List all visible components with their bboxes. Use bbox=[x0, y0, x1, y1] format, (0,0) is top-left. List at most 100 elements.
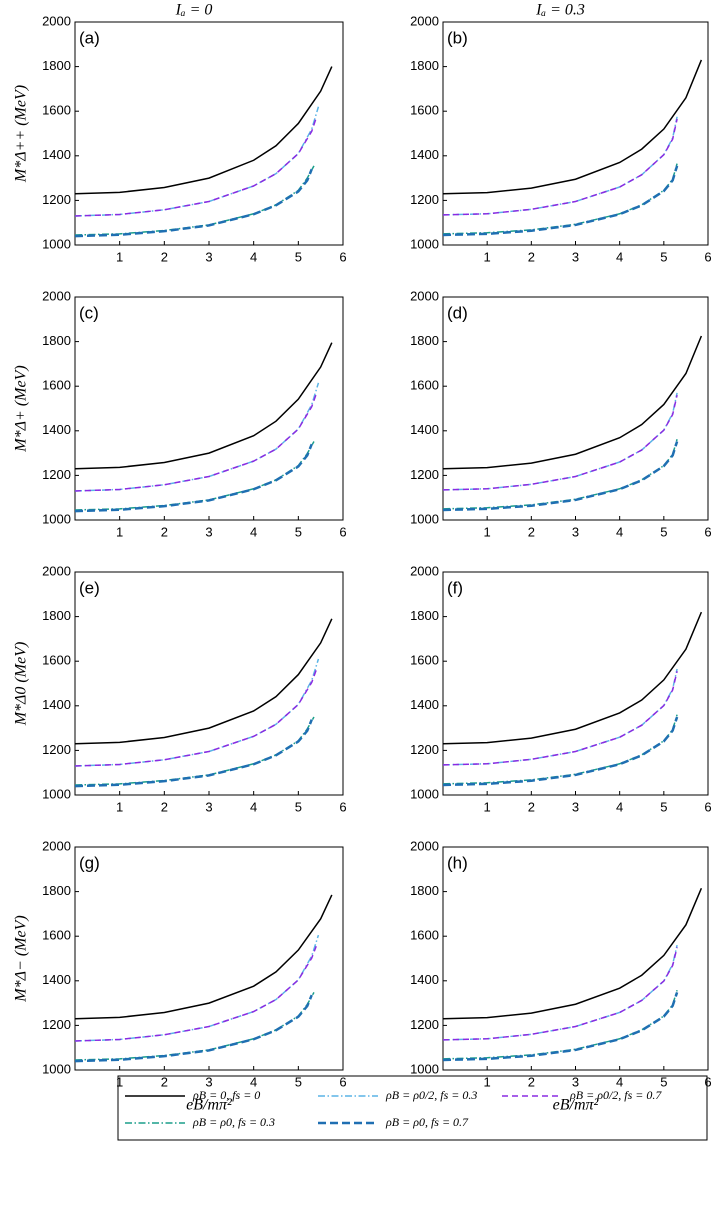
y-tick-label: 1400 bbox=[410, 972, 439, 987]
x-tick-label: 3 bbox=[205, 1074, 212, 1089]
x-tick-label: 4 bbox=[250, 524, 257, 539]
y-tick-label: 2000 bbox=[42, 13, 71, 28]
y-tick-label: 1800 bbox=[42, 333, 71, 348]
x-tick-label: 6 bbox=[704, 524, 711, 539]
y-tick-label: 1200 bbox=[42, 742, 71, 757]
x-tick-label: 3 bbox=[205, 249, 212, 264]
series-line bbox=[74, 117, 317, 217]
series-line bbox=[442, 611, 703, 745]
x-tick-label: 1 bbox=[116, 524, 123, 539]
y-tick-label: 1200 bbox=[410, 467, 439, 482]
x-tick-label: 6 bbox=[339, 524, 346, 539]
x-tick-label: 6 bbox=[704, 1074, 711, 1089]
x-tick-label: 3 bbox=[205, 799, 212, 814]
series-line bbox=[442, 335, 703, 470]
series-line bbox=[442, 439, 678, 510]
series-line bbox=[442, 887, 703, 1020]
x-axis-label: eB/mπ² bbox=[186, 1097, 233, 1114]
x-tick-label: 5 bbox=[660, 1074, 667, 1089]
y-tick-label: 1400 bbox=[410, 147, 439, 162]
series-line bbox=[74, 894, 333, 1020]
series-line bbox=[74, 945, 317, 1042]
plot-frame bbox=[74, 296, 344, 521]
plot-frame bbox=[74, 21, 344, 246]
y-tick-label: 1800 bbox=[410, 608, 439, 623]
x-tick-label: 4 bbox=[616, 799, 623, 814]
x-tick-label: 6 bbox=[339, 1074, 346, 1089]
x-tick-label: 2 bbox=[161, 249, 168, 264]
series-line bbox=[442, 668, 678, 766]
y-tick-label: 2000 bbox=[410, 563, 439, 578]
series-line bbox=[442, 116, 678, 216]
y-axis-label: M*Δ+ (MeV) bbox=[13, 365, 30, 452]
y-tick-label: 1800 bbox=[42, 58, 71, 73]
plot-frame bbox=[442, 571, 709, 796]
x-tick-label: 5 bbox=[295, 524, 302, 539]
legend-label: ρB = 0, fs = 0 bbox=[192, 1088, 260, 1102]
y-tick-label: 1400 bbox=[410, 697, 439, 712]
x-tick-label: 5 bbox=[295, 1074, 302, 1089]
series-line bbox=[74, 669, 317, 767]
y-tick-label: 2000 bbox=[42, 288, 71, 303]
plot-frame bbox=[74, 571, 344, 796]
y-tick-label: 1000 bbox=[410, 511, 439, 526]
series-line bbox=[442, 714, 678, 785]
x-tick-label: 2 bbox=[528, 249, 535, 264]
y-tick-label: 1400 bbox=[42, 147, 71, 162]
series-line bbox=[74, 719, 313, 788]
y-axis-label: M*Δ− (MeV) bbox=[13, 915, 30, 1002]
x-tick-label: 2 bbox=[528, 799, 535, 814]
y-axis-label: M*Δ++ (MeV) bbox=[13, 85, 30, 183]
y-tick-label: 1200 bbox=[42, 1017, 71, 1032]
x-tick-label: 1 bbox=[484, 799, 491, 814]
x-tick-label: 1 bbox=[484, 524, 491, 539]
series-line bbox=[74, 618, 333, 745]
y-tick-label: 1800 bbox=[410, 58, 439, 73]
x-tick-label: 5 bbox=[660, 799, 667, 814]
y-tick-label: 1600 bbox=[410, 103, 439, 118]
y-tick-label: 1400 bbox=[410, 422, 439, 437]
panel-label: (g) bbox=[79, 853, 100, 872]
y-tick-label: 2000 bbox=[410, 13, 439, 28]
x-tick-label: 3 bbox=[572, 249, 579, 264]
y-tick-label: 1200 bbox=[410, 742, 439, 757]
y-tick-label: 1000 bbox=[42, 236, 71, 251]
legend-label: ρB = ρ0, fs = 0.3 bbox=[192, 1115, 275, 1129]
y-tick-label: 1200 bbox=[410, 192, 439, 207]
x-tick-label: 3 bbox=[205, 524, 212, 539]
series-line bbox=[74, 994, 313, 1063]
series-line bbox=[442, 944, 678, 1041]
y-tick-label: 1600 bbox=[42, 928, 71, 943]
y-tick-label: 1600 bbox=[42, 103, 71, 118]
plot-frame bbox=[442, 296, 709, 521]
x-tick-label: 1 bbox=[116, 799, 123, 814]
y-tick-label: 1200 bbox=[42, 467, 71, 482]
legend-label: ρB = ρ0, fs = 0.7 bbox=[385, 1115, 469, 1129]
series-line bbox=[74, 168, 313, 238]
y-tick-label: 1000 bbox=[410, 236, 439, 251]
y-tick-label: 1000 bbox=[410, 1061, 439, 1076]
series-line bbox=[74, 66, 333, 195]
y-tick-label: 1600 bbox=[410, 653, 439, 668]
y-tick-label: 1400 bbox=[42, 697, 71, 712]
x-tick-label: 1 bbox=[484, 249, 491, 264]
y-tick-label: 1600 bbox=[410, 928, 439, 943]
x-tick-label: 4 bbox=[250, 1074, 257, 1089]
y-tick-label: 1000 bbox=[42, 1061, 71, 1076]
y-tick-label: 1600 bbox=[410, 378, 439, 393]
x-tick-label: 2 bbox=[528, 1074, 535, 1089]
legend-box bbox=[117, 1075, 708, 1141]
panel-label: (a) bbox=[79, 28, 100, 47]
x-axis-label: eB/mπ² bbox=[553, 1097, 600, 1114]
panel-label: (b) bbox=[447, 28, 468, 47]
y-tick-label: 2000 bbox=[410, 288, 439, 303]
x-tick-label: 5 bbox=[660, 249, 667, 264]
y-tick-label: 1200 bbox=[42, 192, 71, 207]
panel-label: (f) bbox=[447, 578, 463, 597]
x-tick-label: 4 bbox=[616, 1074, 623, 1089]
x-tick-label: 4 bbox=[250, 249, 257, 264]
panel-label: (e) bbox=[79, 578, 100, 597]
x-tick-label: 1 bbox=[116, 1074, 123, 1089]
y-tick-label: 1800 bbox=[42, 608, 71, 623]
